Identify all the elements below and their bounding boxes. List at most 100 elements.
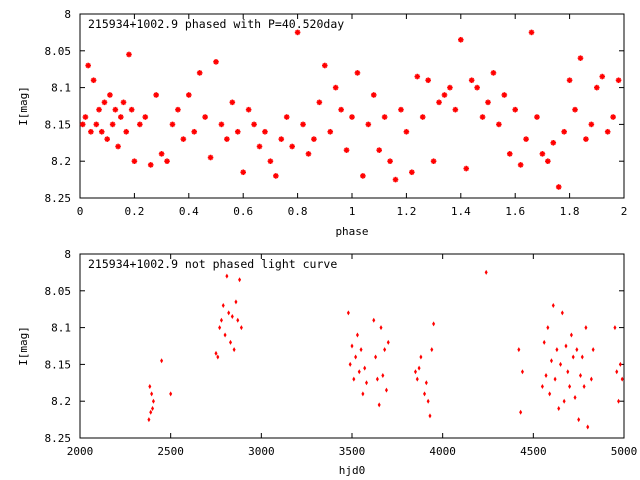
- data-points: [147, 269, 624, 430]
- axis-ticks: 2000 2500 3000 3500 4000 4500 5000 8 8.05 8.1 8.15…: [45, 248, 638, 458]
- data-point: [273, 173, 279, 179]
- data-point: [414, 73, 421, 80]
- x-tick-label: 2500: [157, 445, 184, 458]
- data-point: [372, 317, 376, 323]
- data-point: [107, 92, 113, 98]
- x-tick-label: 0.8: [288, 205, 308, 218]
- data-point: [573, 395, 577, 401]
- data-point: [123, 128, 130, 135]
- y-tick-label: 8.25: [45, 432, 72, 445]
- x-tick-label: 2000: [67, 445, 94, 458]
- data-point: [428, 413, 432, 419]
- data-point: [79, 121, 86, 128]
- data-point: [225, 273, 229, 279]
- data-point: [618, 361, 622, 367]
- x-tick-label: 3500: [339, 445, 366, 458]
- data-point: [374, 354, 378, 360]
- data-point: [151, 406, 155, 412]
- data-point: [419, 114, 426, 120]
- data-point: [583, 136, 589, 142]
- x-tick-label: 4000: [429, 445, 456, 458]
- x-tick-label: 1.4: [451, 205, 471, 218]
- data-point: [519, 409, 523, 415]
- data-point: [561, 128, 567, 135]
- unphased-plot: 215934+1002.9 not phased light curve hjd…: [17, 248, 637, 477]
- data-point: [577, 417, 581, 423]
- data-point: [354, 70, 361, 76]
- data-point: [553, 376, 557, 382]
- data-point: [147, 417, 151, 423]
- data-points: [79, 29, 622, 190]
- data-point: [426, 398, 430, 404]
- y-tick-label: 8.1: [51, 322, 71, 335]
- x-tick-label: 0.6: [233, 205, 253, 218]
- data-point: [577, 55, 584, 61]
- data-point: [379, 325, 383, 331]
- data-point: [557, 406, 561, 412]
- data-point: [564, 343, 568, 349]
- data-point: [458, 36, 464, 43]
- data-point: [332, 84, 339, 91]
- x-tick-label: 2: [621, 205, 628, 218]
- data-point: [432, 321, 436, 327]
- data-point: [545, 158, 551, 164]
- axis-ticks: 0 0.2 0.4 0.6 0.8 1 1.2 1.4 1.6 1.8 2 8 8.05 8.1 8.15 8…: [45, 8, 628, 218]
- data-point: [115, 143, 121, 150]
- data-point: [501, 92, 508, 98]
- y-tick-label: 8.05: [45, 45, 72, 58]
- data-point: [104, 136, 110, 142]
- data-point: [267, 158, 274, 164]
- data-point: [479, 114, 486, 120]
- data-point: [224, 136, 230, 142]
- y-tick-label: 8: [64, 8, 71, 21]
- data-point: [375, 376, 379, 382]
- data-point: [234, 299, 238, 305]
- data-point: [365, 380, 369, 386]
- data-point: [496, 121, 502, 128]
- data-point: [539, 151, 546, 157]
- data-point: [540, 383, 544, 389]
- data-point: [544, 372, 548, 378]
- data-point: [186, 92, 192, 98]
- data-point: [517, 162, 524, 168]
- x-tick-label: 0: [77, 205, 84, 218]
- data-point: [151, 398, 155, 404]
- data-point: [348, 361, 352, 367]
- data-point: [615, 77, 622, 84]
- data-point: [441, 92, 448, 98]
- data-point: [160, 358, 164, 364]
- data-point: [349, 114, 355, 120]
- data-point: [311, 136, 317, 142]
- data-point: [386, 339, 390, 345]
- x-tick-label: 0.2: [124, 205, 144, 218]
- y-tick-label: 8.15: [45, 358, 72, 371]
- data-point: [238, 277, 242, 283]
- data-point: [615, 369, 619, 375]
- data-point: [447, 84, 453, 91]
- phased-plot: 215934+1002.9 phased with P=40.520day ph…: [17, 8, 627, 238]
- x-tick-label: 1.8: [560, 205, 580, 218]
- data-point: [546, 325, 550, 331]
- data-point: [370, 92, 377, 98]
- data-point: [468, 77, 475, 84]
- data-point: [610, 114, 616, 120]
- data-point: [528, 29, 535, 36]
- data-point: [588, 121, 595, 128]
- data-point: [283, 114, 290, 120]
- data-point: [137, 121, 143, 128]
- data-point: [98, 128, 105, 135]
- data-point: [359, 347, 363, 353]
- data-point: [620, 376, 624, 382]
- data-point: [131, 158, 138, 164]
- data-point: [520, 369, 524, 375]
- data-point: [586, 424, 590, 430]
- data-point: [566, 77, 573, 84]
- data-point: [562, 398, 566, 404]
- data-point: [534, 114, 540, 120]
- data-point: [227, 310, 231, 316]
- data-point: [551, 303, 555, 309]
- data-point: [305, 151, 312, 157]
- data-point: [147, 162, 154, 168]
- data-point: [90, 77, 97, 84]
